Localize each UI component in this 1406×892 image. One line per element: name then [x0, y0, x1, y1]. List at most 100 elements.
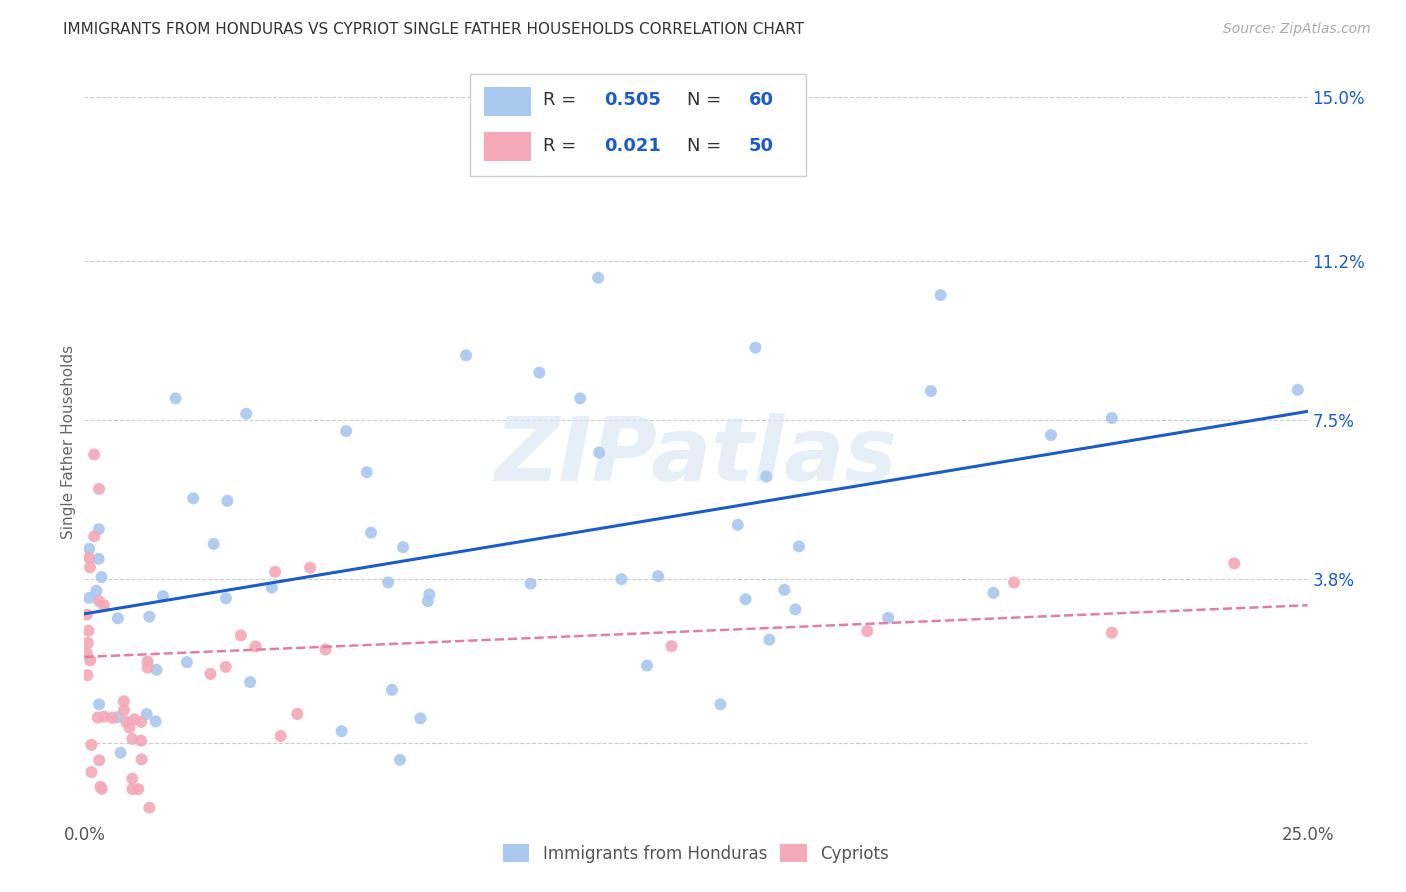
Text: Source: ZipAtlas.com: Source: ZipAtlas.com — [1223, 22, 1371, 37]
Point — [1101, 625, 1123, 640]
Point — [118, 721, 141, 735]
Point — [773, 582, 796, 597]
Point — [77, 550, 100, 565]
Point — [877, 611, 900, 625]
Point — [76, 647, 98, 661]
Point — [661, 639, 683, 653]
Text: IMMIGRANTS FROM HONDURAS VS CYPRIOT SINGLE FATHER HOUSEHOLDS CORRELATION CHART: IMMIGRANTS FROM HONDURAS VS CYPRIOT SING… — [63, 22, 804, 37]
Point — [409, 711, 432, 725]
Point — [215, 591, 238, 606]
Point — [229, 628, 252, 642]
Point — [588, 445, 610, 459]
Point — [519, 576, 541, 591]
Point — [1039, 428, 1062, 442]
Point — [129, 733, 152, 747]
Point — [215, 660, 238, 674]
Point — [586, 270, 609, 285]
Point — [1002, 575, 1025, 590]
Point — [87, 551, 110, 566]
Point — [121, 782, 143, 797]
Point — [90, 781, 112, 796]
Point — [176, 655, 198, 669]
Point — [200, 666, 222, 681]
Point — [87, 594, 110, 608]
Legend: Immigrants from Honduras, Cypriots: Immigrants from Honduras, Cypriots — [496, 838, 896, 869]
Point — [138, 609, 160, 624]
Point — [856, 624, 879, 638]
Point — [77, 636, 100, 650]
Point — [416, 594, 439, 608]
Point — [87, 522, 110, 536]
Point — [89, 753, 111, 767]
Point — [145, 714, 167, 729]
Point — [80, 738, 103, 752]
Text: R =: R = — [543, 91, 582, 110]
Point — [89, 780, 111, 794]
Point — [76, 607, 98, 622]
Point — [335, 424, 357, 438]
Point — [239, 675, 262, 690]
Point — [181, 491, 204, 506]
Text: 0.021: 0.021 — [605, 136, 661, 155]
Point — [418, 587, 440, 601]
Point — [138, 801, 160, 815]
Point — [734, 592, 756, 607]
Point — [785, 602, 807, 616]
Point — [87, 482, 110, 496]
Point — [90, 570, 112, 584]
Text: ZIPatlas: ZIPatlas — [495, 413, 897, 500]
Point — [131, 752, 153, 766]
Point — [83, 447, 105, 461]
Point — [152, 589, 174, 603]
Point — [1286, 383, 1309, 397]
Point — [787, 540, 810, 554]
Point — [77, 624, 100, 638]
Point — [105, 710, 128, 724]
Point — [202, 537, 225, 551]
Point — [709, 698, 731, 712]
Point — [87, 710, 110, 724]
Point — [135, 707, 157, 722]
Point — [755, 469, 778, 483]
Point — [124, 712, 146, 726]
Text: N =: N = — [688, 136, 727, 155]
Point — [744, 341, 766, 355]
Text: R =: R = — [543, 136, 588, 155]
Point — [77, 541, 100, 556]
Bar — [484, 132, 531, 161]
Point — [83, 529, 105, 543]
Point — [299, 560, 322, 574]
Point — [920, 384, 942, 398]
Point — [79, 560, 101, 574]
Point — [377, 575, 399, 590]
Point — [127, 782, 149, 797]
Point — [330, 724, 353, 739]
Point — [388, 753, 411, 767]
Point — [245, 640, 267, 654]
Point — [86, 583, 108, 598]
Point — [235, 407, 257, 421]
Point — [1223, 557, 1246, 571]
Point — [264, 565, 287, 579]
Point — [121, 731, 143, 746]
Point — [285, 706, 308, 721]
Point — [77, 591, 100, 605]
Point — [79, 653, 101, 667]
Point — [270, 729, 292, 743]
Point — [260, 581, 283, 595]
Point — [647, 569, 669, 583]
Point — [569, 392, 592, 406]
Point — [454, 348, 477, 362]
Point — [636, 658, 658, 673]
Point — [129, 714, 152, 729]
Text: 50: 50 — [748, 136, 773, 155]
Point — [758, 632, 780, 647]
Point — [529, 366, 551, 380]
Point — [112, 694, 135, 708]
FancyBboxPatch shape — [470, 74, 806, 177]
Point — [101, 711, 124, 725]
Point — [381, 682, 404, 697]
Point — [145, 663, 167, 677]
Text: N =: N = — [688, 91, 727, 110]
Point — [314, 642, 336, 657]
